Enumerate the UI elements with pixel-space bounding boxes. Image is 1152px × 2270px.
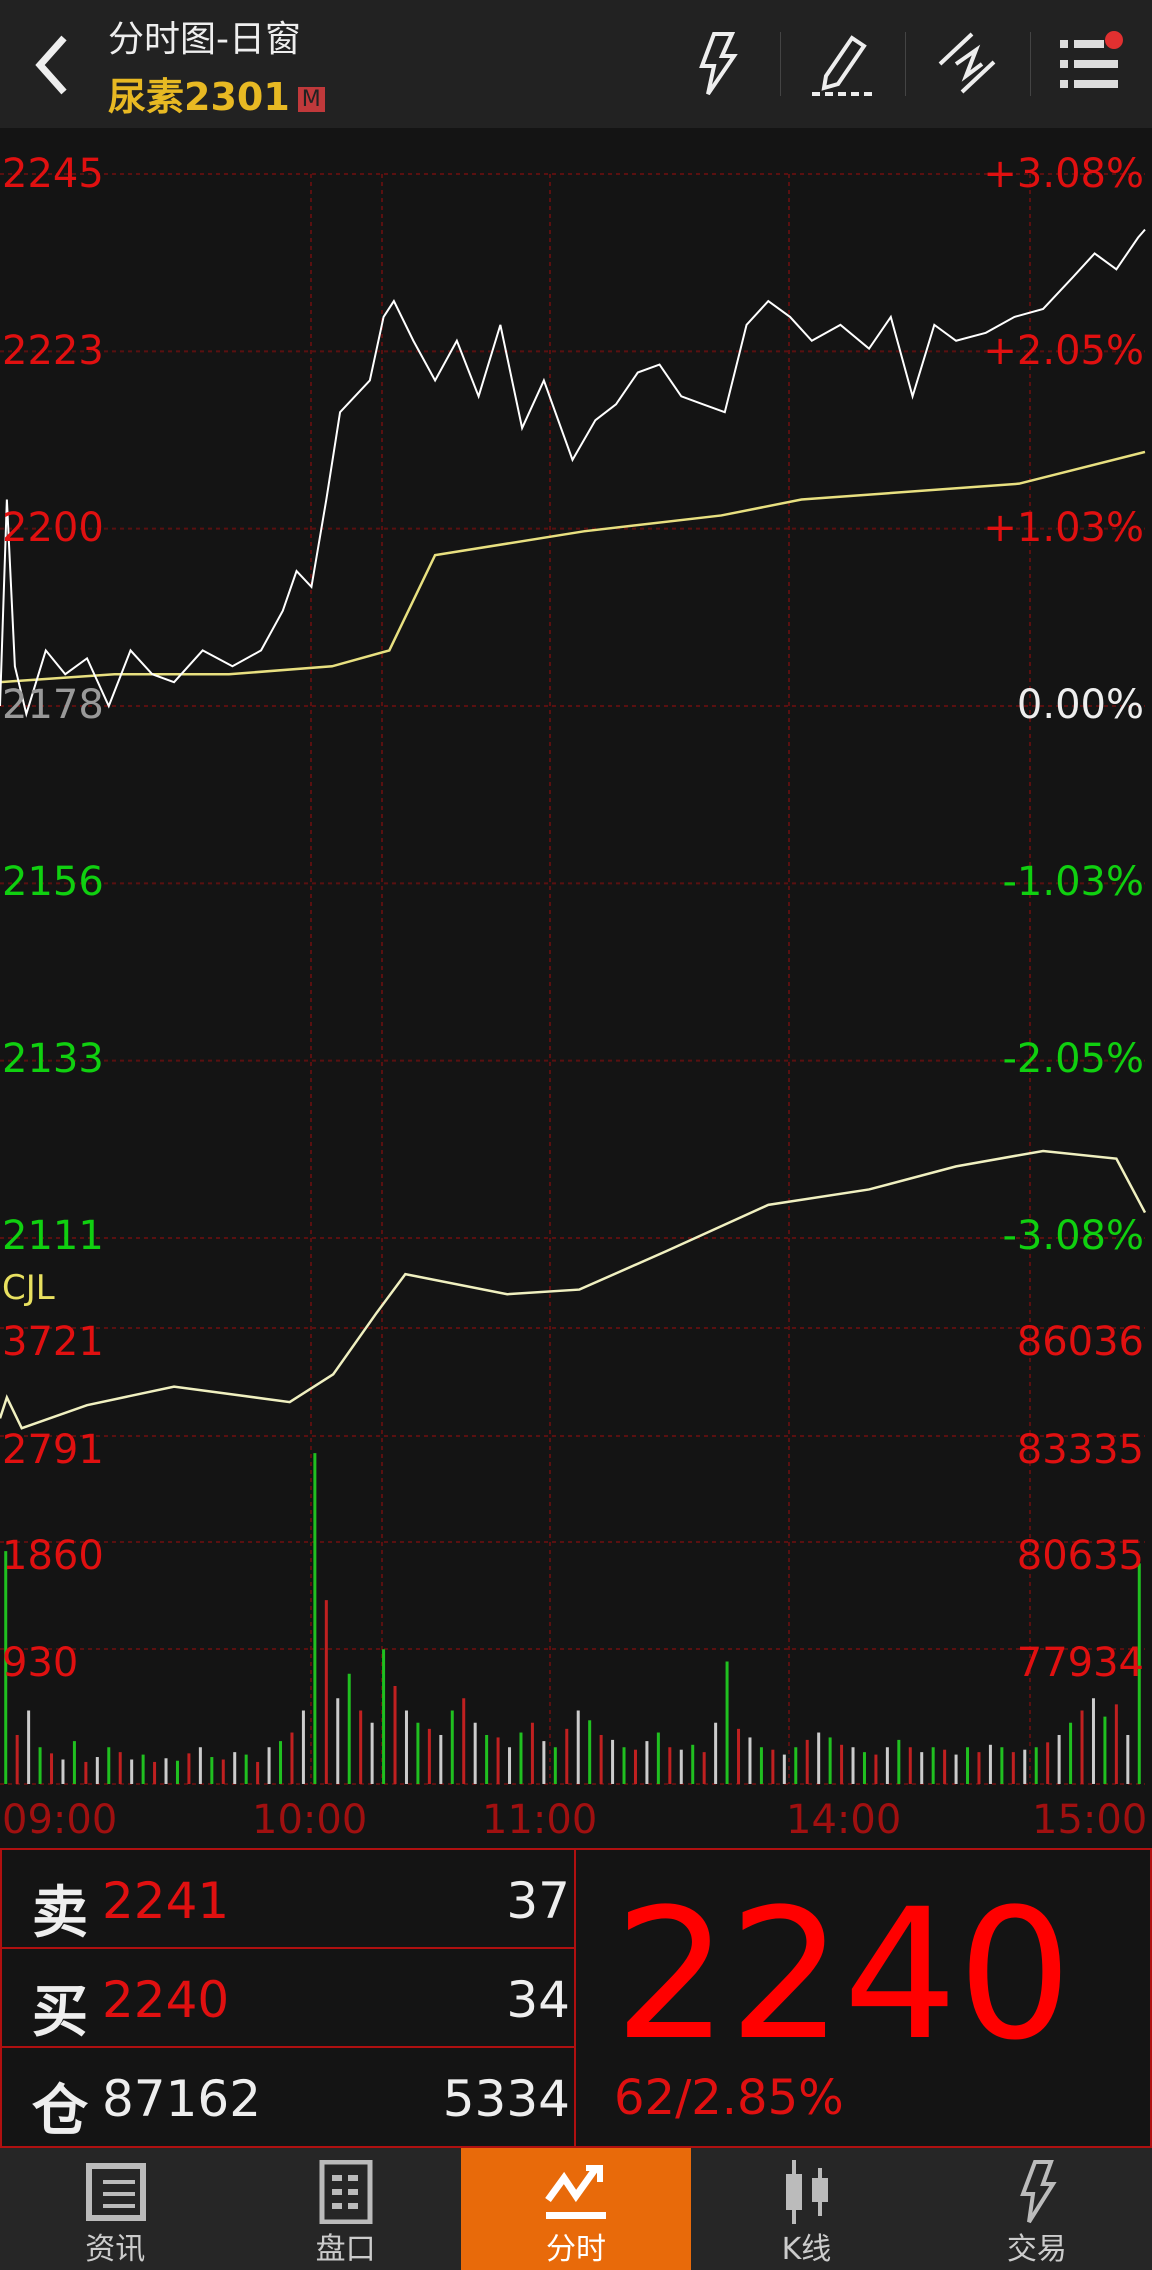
oi-axis-label: 77934 [1016, 1640, 1144, 1686]
volume-axis-label: 1860 [2, 1533, 104, 1579]
time-tick: 11:00 [482, 1797, 598, 1843]
percent-axis-label: -1.03% [1002, 859, 1144, 905]
price-axis-label: 2178 [2, 682, 104, 728]
order-book-icon [319, 2160, 373, 2224]
oi-change: 5334 [442, 2070, 570, 2128]
nav-label: 交易 [1006, 2232, 1067, 2267]
oi-value: 87162 [102, 2070, 262, 2128]
oi-axis-label: 86036 [1016, 1319, 1144, 1365]
volume-axis-label: 2791 [2, 1427, 104, 1473]
draw-line-icon[interactable] [932, 28, 1002, 98]
nav-label: 分时 [546, 2232, 607, 2267]
symbol-name[interactable]: 尿素2301 M [108, 66, 325, 121]
ask-row[interactable]: 卖 2241 37 [2, 1850, 576, 1949]
divider [1030, 32, 1031, 96]
ask-price: 2241 [102, 1872, 230, 1930]
divider [780, 32, 781, 96]
percent-axis-label: -3.08% [1002, 1213, 1144, 1259]
flash-icon[interactable] [682, 28, 752, 98]
volume-axis-label: 3721 [2, 1319, 104, 1365]
oi-axis-label: 80635 [1016, 1533, 1144, 1579]
news-icon [86, 2163, 147, 2221]
main-contract-badge: M [297, 87, 325, 112]
price-axis-label: 2111 [2, 1213, 104, 1259]
price-line [0, 228, 1146, 718]
ask-label: 卖 [32, 1881, 88, 1946]
open-interest-row: 仓 87162 5334 [2, 2048, 576, 2146]
nav-intraday[interactable]: 分时 [460, 2148, 692, 2270]
pencil-icon[interactable] [808, 28, 878, 98]
time-tick: 09:00 [2, 1797, 118, 1843]
percent-axis-label: +2.05% [983, 328, 1144, 374]
candlestick-icon [786, 2160, 829, 2224]
time-tick: 15:00 [1032, 1797, 1148, 1843]
bid-label: 买 [32, 1980, 88, 2045]
back-icon[interactable] [28, 30, 78, 100]
top-bar: 分时图-日窗 尿素2301 M [0, 0, 1152, 128]
menu-list-icon[interactable] [1056, 28, 1126, 98]
price-change: 62/2.85% [614, 2070, 844, 2126]
nav-news[interactable]: 资讯 [0, 2148, 230, 2270]
ask-qty: 37 [506, 1872, 570, 1930]
open-interest-line [0, 1149, 1147, 1430]
percent-axis-label: 0.00% [1016, 682, 1144, 728]
intraday-chart[interactable] [0, 128, 1152, 1848]
volume-label: CJL [2, 1268, 55, 1308]
percent-axis-label: +1.03% [983, 505, 1144, 551]
oi-label: 仓 [32, 2079, 88, 2144]
symbol-text: 尿素2301 [108, 75, 290, 119]
divider [905, 32, 906, 96]
intraday-icon [545, 2165, 607, 2219]
volume-axis-label: 930 [2, 1640, 79, 1686]
bid-qty: 34 [506, 1971, 570, 2029]
price-axis-label: 2200 [2, 505, 104, 551]
nav-trade[interactable]: 交易 [922, 2148, 1152, 2270]
bottom-nav: 资讯 盘口 分时 K线 交易 [0, 2148, 1152, 2270]
nav-order-book[interactable]: 盘口 [230, 2148, 460, 2270]
nav-label: K线 [781, 2232, 832, 2267]
last-price: 2240 [614, 1871, 1073, 2080]
time-tick: 14:00 [786, 1797, 902, 1843]
oi-axis-label: 83335 [1016, 1427, 1144, 1473]
time-tick: 10:00 [252, 1797, 368, 1843]
page-title: 分时图-日窗 [108, 19, 301, 60]
percent-axis-label: -2.05% [1002, 1036, 1144, 1082]
bid-row[interactable]: 买 2240 34 [2, 1949, 576, 2048]
trade-icon [1019, 2160, 1057, 2224]
quote-panel: 卖 2241 37 买 2240 34 仓 87162 5334 2240 62… [0, 1848, 1152, 2148]
price-axis-label: 2245 [2, 151, 104, 197]
price-axis-label: 2156 [2, 859, 104, 905]
bid-price: 2240 [102, 1971, 230, 2029]
price-axis-label: 2223 [2, 328, 104, 374]
nav-label: 资讯 [85, 2232, 146, 2267]
price-axis-label: 2133 [2, 1036, 104, 1082]
average-price-line [0, 450, 1146, 684]
nav-kline[interactable]: K线 [691, 2148, 921, 2270]
percent-axis-label: +3.08% [983, 151, 1144, 197]
nav-label: 盘口 [315, 2232, 376, 2267]
